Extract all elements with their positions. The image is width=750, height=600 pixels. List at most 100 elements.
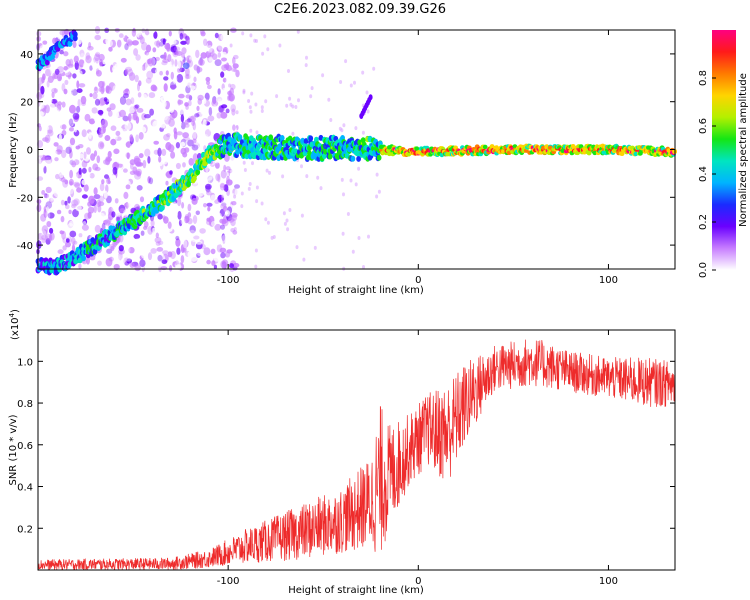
- spectrogram-noise-cell: [120, 57, 127, 63]
- spectrogram-noise-cell: [141, 252, 146, 259]
- spectrogram-noise-cell: [87, 105, 91, 112]
- spectrogram-noise-cell: [56, 209, 62, 215]
- spectrogram-noise-cell: [155, 232, 159, 239]
- spectrogram-noise-cell: [189, 71, 194, 81]
- spectrogram-y-axis-label: Frequency (Hz): [8, 112, 19, 188]
- spectrogram-noise-cell: [283, 221, 287, 226]
- spectrogram-noise-cell: [144, 245, 148, 251]
- spectrogram-noise-cell: [208, 58, 214, 63]
- spectrogram-noise-cell: [119, 152, 123, 160]
- spectrogram-noise-cell: [57, 73, 62, 82]
- spectrogram-noise-cell: [185, 67, 190, 77]
- spectrogram-noise-cell: [54, 68, 60, 75]
- spectrogram-y-ticks: -40 -20 0 20 40: [17, 50, 675, 252]
- spectrogram-noise-cell: [232, 262, 240, 268]
- spectrogram-noise-cell: [96, 68, 100, 75]
- spectrogram-noise-cell: [220, 71, 225, 78]
- spectrogram-noise-cell: [69, 104, 76, 114]
- snr-x-axis-label: Height of straight line (km): [288, 585, 424, 596]
- spectrogram-noise-cell: [142, 94, 148, 103]
- spectrogram-noise-cell: [57, 118, 62, 124]
- spectrogram-noise-cell: [119, 96, 127, 105]
- snr-panel: -100 0 100 0.2 0.4 0.6 0.8 1.0 Height of strai…: [8, 309, 676, 596]
- spectrogram-noise-cell: [57, 118, 65, 125]
- svg-text:(x104): (x104): [8, 309, 21, 340]
- spectrogram-noise-cell: [375, 172, 379, 177]
- spectrogram-noise-cell: [304, 63, 308, 68]
- spectrogram-noise-cell: [214, 91, 218, 97]
- spectrogram-noise-cell: [78, 70, 83, 77]
- spectrogram-noise-cell: [183, 246, 187, 254]
- spectrogram-noise-cell: [36, 199, 42, 204]
- spectrogram-x-tick-label: 100: [599, 275, 618, 286]
- spectrogram-noise-cell: [62, 245, 67, 251]
- spectrogram-noise-cell: [264, 217, 268, 222]
- spectrogram-noise-cell: [231, 108, 236, 116]
- spectrogram-noise-cell: [152, 120, 159, 128]
- spectrogram-noise-cell: [278, 43, 282, 48]
- spectrogram-noise-cell: [191, 197, 198, 205]
- spectrogram-noise-cell: [89, 172, 95, 179]
- spectrogram-ridge-cell: [188, 168, 194, 175]
- spectrogram-noise-cell: [134, 104, 140, 109]
- spectrogram-noise-cell: [63, 66, 68, 71]
- spectrogram-noise-cell: [197, 192, 202, 198]
- spectrogram-noise-cell: [300, 213, 304, 218]
- spectrogram-noise-cell: [365, 90, 369, 95]
- spectrogram-noise-cell: [123, 168, 128, 173]
- spectrogram-noise-cell: [56, 198, 61, 205]
- spectrogram-noise-cell: [65, 113, 71, 121]
- spectrogram-noise-cell: [349, 178, 353, 183]
- spectrogram-noise-cell: [184, 73, 190, 80]
- spectrogram-noise-cell: [223, 240, 231, 247]
- spectrogram-noise-cell: [229, 263, 234, 269]
- spectrogram-noise-cell: [207, 206, 211, 212]
- spectrogram-noise-cell: [40, 85, 45, 95]
- spectrogram-noise-cell: [216, 45, 223, 52]
- spectrogram-noise-cell: [207, 115, 215, 122]
- spectrogram-noise-cell: [58, 133, 62, 143]
- spectrogram-noise-cell: [197, 67, 203, 73]
- spectrogram-noise-cell: [79, 153, 84, 159]
- spectrogram-noise-cell: [219, 247, 227, 253]
- spectrogram-noise-cell: [169, 265, 173, 272]
- snr-series-line: [37, 339, 676, 571]
- spectrogram-noise-cell: [45, 125, 49, 131]
- spectrogram-noise-cell: [144, 62, 149, 71]
- spectrogram-noise-cell: [50, 67, 55, 75]
- spectrogram-noise-cell: [189, 37, 194, 46]
- spectrogram-noise-cell: [200, 29, 205, 35]
- spectrogram-noise-cell: [137, 94, 141, 100]
- spectrogram-noise-cell: [174, 59, 178, 67]
- spectrogram-noise-cell: [73, 55, 79, 64]
- spectrogram-noise-cell: [182, 162, 186, 168]
- spectrogram-ridge-cell: [482, 144, 488, 150]
- spectrogram-noise-cell: [61, 230, 66, 240]
- spectrogram-marks: [35, 26, 677, 276]
- spectrogram-noise-cell: [191, 233, 197, 243]
- spectrogram-noise-cell: [221, 233, 226, 242]
- spectrogram-noise-cell: [105, 156, 111, 166]
- spectrogram-noise-cell: [77, 64, 83, 71]
- spectrogram-noise-cell: [80, 53, 85, 60]
- spectrogram-noise-cell: [125, 184, 131, 190]
- spectrogram-noise-cell: [177, 98, 181, 106]
- spectrogram-ridge-cell: [191, 175, 197, 182]
- spectrogram-ridge-cell: [308, 135, 314, 142]
- spectrogram-noise-cell: [78, 59, 85, 68]
- spectrogram-noise-cell: [275, 94, 279, 99]
- spectrogram-noise-cell: [77, 228, 84, 233]
- spectrogram-noise-cell: [206, 45, 213, 53]
- spectrogram-noise-cell: [338, 126, 342, 131]
- spectrogram-noise-cell: [177, 60, 181, 69]
- spectrogram-noise-cell: [166, 133, 171, 138]
- spectrogram-noise-cell: [67, 223, 74, 230]
- spectrogram-ridge-cell: [592, 150, 598, 156]
- spectrogram-noise-cell: [286, 227, 290, 232]
- spectrogram-noise-cell: [231, 201, 237, 206]
- spectrogram-noise-cell: [76, 187, 82, 193]
- spectrogram-noise-cell: [72, 209, 79, 218]
- spectrogram-noise-cell: [148, 177, 154, 185]
- spectrogram-noise-cell: [160, 90, 166, 99]
- spectrogram-noise-cell: [166, 209, 170, 214]
